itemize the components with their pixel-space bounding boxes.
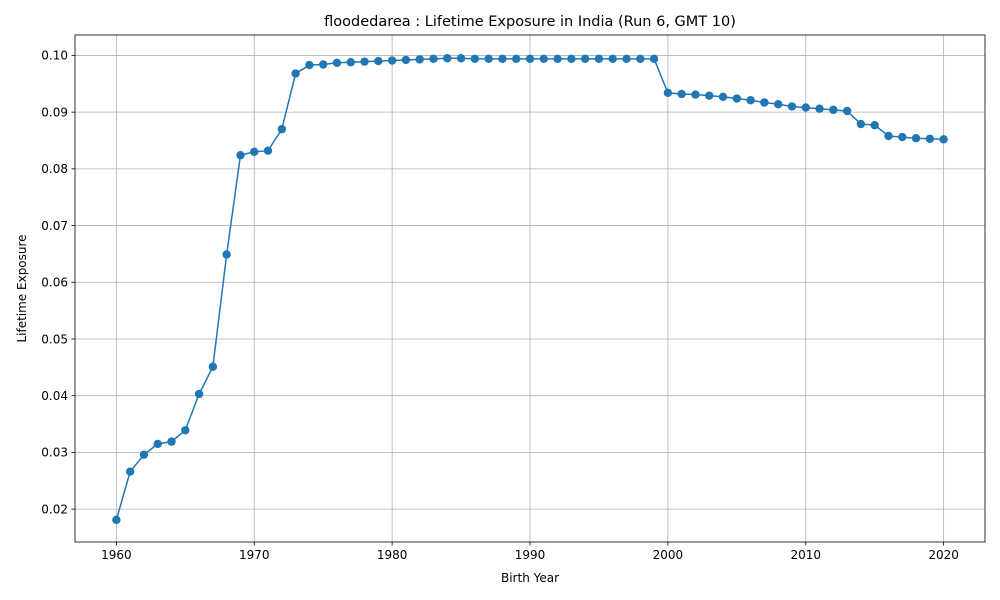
data-point [732, 94, 742, 103]
data-point [443, 54, 452, 63]
grid-lines [75, 35, 985, 542]
data-point [773, 99, 783, 109]
data-point [870, 120, 879, 130]
data-point [911, 134, 921, 143]
data-point [470, 54, 480, 64]
data-point [291, 69, 300, 78]
data-point [374, 56, 383, 66]
data-point [663, 88, 673, 98]
data-point [456, 54, 466, 63]
y-tick-label: 0.09 [41, 105, 68, 119]
data-point [829, 105, 838, 115]
x-tick-label: 2000 [653, 548, 684, 562]
data-point [525, 54, 535, 64]
data-point [760, 98, 769, 107]
data-point [139, 450, 149, 459]
data-point [153, 439, 162, 449]
data-point [842, 106, 852, 116]
x-tick-label: 1980 [377, 548, 408, 562]
y-axis-label: Lifetime Exposure [15, 234, 29, 342]
data-point [925, 134, 935, 143]
x-tick-label: 2010 [790, 548, 821, 562]
data-point [401, 55, 411, 65]
data-series [112, 54, 948, 525]
data-point [167, 437, 176, 446]
x-tick-label: 1960 [101, 548, 132, 562]
data-point [649, 54, 659, 64]
data-point [884, 131, 893, 141]
y-tick-label: 0.08 [41, 162, 68, 176]
data-point [801, 103, 810, 112]
data-point [277, 124, 287, 134]
x-tick-label: 1990 [515, 548, 546, 562]
data-point [677, 89, 686, 99]
y-tick-label: 0.06 [41, 276, 68, 290]
data-point [125, 467, 135, 476]
data-point [208, 362, 218, 371]
data-point [856, 119, 866, 129]
y-tick-label: 0.03 [41, 446, 68, 460]
data-point [181, 426, 190, 435]
x-axis-label: Birth Year [501, 571, 559, 585]
data-point [787, 102, 797, 111]
data-point [898, 132, 907, 142]
data-point [484, 54, 493, 64]
data-point [360, 57, 369, 66]
data-point [222, 250, 231, 259]
data-point [112, 515, 121, 525]
data-point [705, 91, 714, 100]
y-axis-ticks: 0.02 0.03 0.04 0.05 0.06 0.07 0.08 0.09 0.10 [41, 49, 75, 516]
data-point [939, 135, 948, 144]
data-point [815, 104, 824, 113]
y-tick-label: 0.02 [41, 502, 68, 516]
data-point [236, 151, 245, 160]
data-point [263, 146, 273, 155]
data-point [346, 58, 355, 67]
data-point [250, 147, 259, 157]
y-tick-label: 0.04 [41, 389, 68, 403]
x-tick-label: 1970 [239, 548, 270, 562]
data-point [318, 60, 328, 69]
data-point [718, 92, 728, 102]
data-point [387, 56, 397, 65]
data-point [415, 55, 424, 64]
data-point [498, 54, 507, 64]
data-point [691, 90, 700, 99]
data-point [305, 60, 314, 70]
data-point [608, 54, 617, 64]
y-tick-label: 0.05 [41, 332, 68, 346]
y-tick-label: 0.07 [41, 219, 68, 233]
data-point [332, 58, 342, 67]
data-point [539, 54, 548, 64]
data-point [194, 389, 204, 399]
x-axis-ticks: 1960 1970 1980 1990 2000 2010 2020 [101, 542, 959, 562]
data-point [512, 54, 521, 64]
data-point [594, 54, 604, 64]
data-point [567, 54, 576, 64]
x-tick-label: 2020 [928, 548, 959, 562]
data-point [429, 54, 438, 64]
data-point [622, 54, 631, 64]
data-point [580, 54, 590, 64]
chart-title: floodedarea : Lifetime Exposure in India… [324, 14, 736, 30]
data-point [553, 54, 562, 64]
y-tick-label: 0.10 [41, 49, 68, 63]
data-point [746, 96, 755, 105]
data-point [636, 54, 645, 64]
